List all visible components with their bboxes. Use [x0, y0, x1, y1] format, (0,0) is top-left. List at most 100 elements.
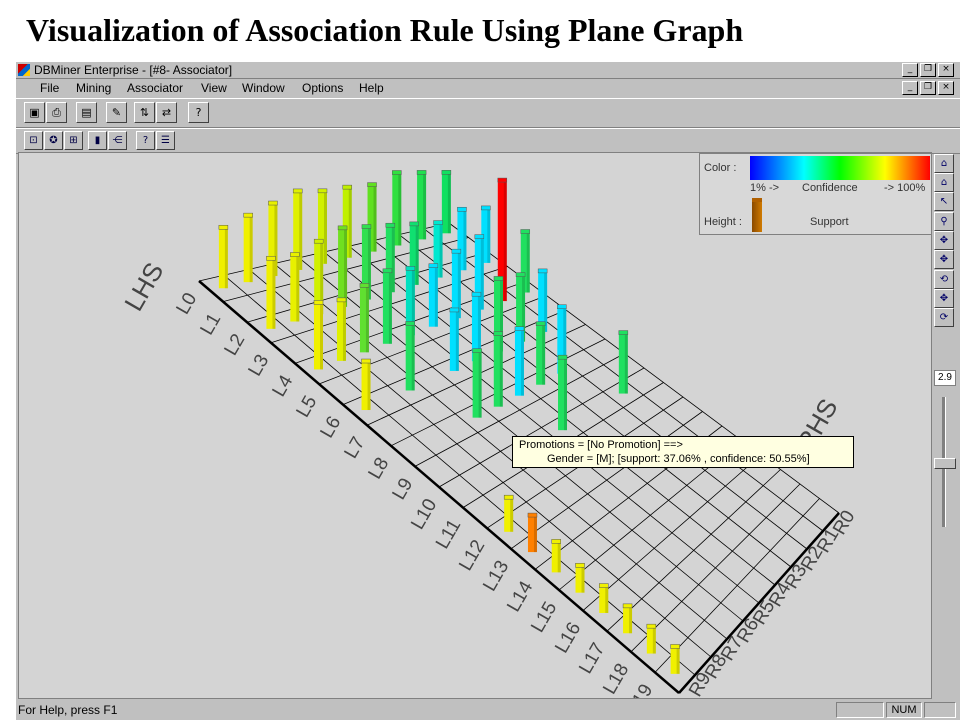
move-icon[interactable]: ✥: [934, 250, 954, 269]
rule-bar-face[interactable]: [575, 566, 585, 593]
rule-bar[interactable]: [575, 563, 585, 593]
list-icon[interactable]: ☰: [156, 131, 175, 150]
rule-bar-face[interactable]: [618, 333, 628, 394]
rule-bar-face[interactable]: [293, 191, 303, 270]
tree-icon[interactable]: ⋲: [108, 131, 127, 150]
home2-icon[interactable]: ⌂: [934, 173, 954, 192]
plane-graph-canvas[interactable]: L0 L1 L2 L3 L4 L5 L6 L7 L8 L9 L10 L11 L12 L13 L14 L15 L1…: [18, 152, 932, 699]
rule-bar-face[interactable]: [218, 228, 228, 289]
zoom-icon[interactable]: ⚲: [934, 212, 954, 231]
rule-bar[interactable]: [618, 330, 629, 394]
rule-bar-face[interactable]: [314, 242, 324, 315]
rule-bar-face[interactable]: [471, 295, 481, 362]
rule-bar-face[interactable]: [504, 498, 514, 532]
rule-bar[interactable]: [409, 221, 419, 285]
rule-bar[interactable]: [503, 494, 514, 532]
rule-bar-face[interactable]: [623, 606, 633, 634]
rule-bar-face[interactable]: [409, 224, 419, 285]
properties-icon[interactable]: ⊡: [24, 131, 43, 150]
rule-bar-face[interactable]: [428, 266, 438, 327]
mdi-restore-button[interactable]: ❐: [920, 81, 936, 95]
rule-bar[interactable]: [493, 276, 504, 352]
save-icon[interactable]: ▣: [24, 102, 45, 123]
rule-bar[interactable]: [441, 170, 452, 234]
bars-icon[interactable]: ▮: [88, 131, 107, 150]
close-button[interactable]: ×: [938, 63, 954, 77]
menu-mining[interactable]: Mining: [76, 81, 112, 95]
rule-bar-face[interactable]: [646, 627, 656, 654]
rule-bar[interactable]: [313, 238, 324, 315]
rule-bar-face[interactable]: [516, 275, 526, 342]
minimize-button[interactable]: _: [902, 63, 918, 77]
rule-bar[interactable]: [342, 184, 353, 258]
rule-bar-face[interactable]: [385, 226, 395, 293]
menu-associator[interactable]: Associator: [127, 81, 184, 95]
rule-bar-face[interactable]: [527, 516, 537, 553]
rule-bar[interactable]: [313, 300, 324, 370]
rule-bar[interactable]: [514, 326, 525, 396]
arrows-icon[interactable]: ⇄: [156, 102, 177, 123]
rule-bar-face[interactable]: [338, 228, 348, 307]
rule-bar-face[interactable]: [474, 237, 484, 310]
rule-bar-face[interactable]: [433, 223, 443, 278]
rule-bar[interactable]: [527, 512, 538, 553]
rule-bar-face[interactable]: [266, 259, 276, 329]
rule-bar[interactable]: [433, 220, 443, 278]
rule-bar-face[interactable]: [497, 181, 507, 302]
rule-bar[interactable]: [515, 272, 526, 342]
rule-bar-face[interactable]: [514, 329, 524, 396]
rule-bar[interactable]: [359, 283, 370, 353]
rule-bar[interactable]: [292, 188, 303, 270]
grid-icon[interactable]: ⊞: [64, 131, 83, 150]
rule-bar-face[interactable]: [243, 216, 253, 283]
rule-bar-face[interactable]: [472, 351, 482, 418]
rule-bar-face[interactable]: [290, 255, 300, 322]
rule-bar[interactable]: [481, 205, 491, 263]
rule-bar[interactable]: [405, 265, 416, 336]
rule-bar-face[interactable]: [538, 271, 548, 332]
rule-bar-face[interactable]: [405, 269, 415, 336]
mdi-close-button[interactable]: ×: [938, 81, 954, 95]
menu-file[interactable]: File: [40, 81, 60, 95]
pan-icon[interactable]: ✥: [934, 231, 954, 250]
pointer-icon[interactable]: ↖: [934, 192, 954, 211]
rule-bar-face[interactable]: [417, 173, 427, 240]
rule-bar-face[interactable]: [392, 173, 402, 246]
rule-bar[interactable]: [268, 200, 278, 277]
rule-bar-face[interactable]: [520, 232, 530, 293]
rule-bar[interactable]: [405, 321, 415, 391]
rule-bar-face[interactable]: [481, 208, 491, 263]
rule-bar[interactable]: [385, 222, 396, 293]
rule-bar-face[interactable]: [359, 286, 369, 353]
rule-bar[interactable]: [557, 304, 567, 374]
menu-view[interactable]: View: [201, 81, 227, 95]
rule-bar-face[interactable]: [536, 324, 546, 385]
menu-window[interactable]: Window: [242, 81, 285, 95]
rule-bar[interactable]: [457, 206, 467, 271]
rule-bar[interactable]: [557, 354, 568, 431]
rule-bar[interactable]: [336, 297, 347, 361]
rule-bar[interactable]: [670, 644, 680, 674]
rotate-y-icon[interactable]: ⟳: [934, 308, 954, 327]
rule-bar[interactable]: [474, 234, 485, 310]
rule-bar[interactable]: [599, 583, 609, 613]
rule-bar-face[interactable]: [493, 279, 503, 352]
help-icon[interactable]: ?: [188, 102, 209, 123]
rule-bar-face[interactable]: [268, 204, 278, 277]
rule-bar-face[interactable]: [342, 188, 352, 258]
rule-bar-face[interactable]: [551, 542, 561, 573]
app-icon[interactable]: [18, 64, 30, 76]
rule-bar[interactable]: [537, 268, 548, 332]
rule-bar-face[interactable]: [382, 271, 392, 344]
rule-bar[interactable]: [535, 321, 546, 385]
rule-bar-face[interactable]: [441, 173, 451, 234]
rule-bar-face[interactable]: [558, 358, 568, 431]
restore-button[interactable]: ❐: [920, 63, 936, 77]
rule-bar-face[interactable]: [557, 307, 567, 374]
table-icon[interactable]: ▤: [76, 102, 97, 123]
menu-options[interactable]: Options: [302, 81, 344, 95]
rule-bar-face[interactable]: [493, 334, 503, 407]
rule-bar[interactable]: [392, 170, 402, 246]
rule-bar-face[interactable]: [599, 586, 609, 613]
rule-bar[interactable]: [243, 212, 253, 283]
